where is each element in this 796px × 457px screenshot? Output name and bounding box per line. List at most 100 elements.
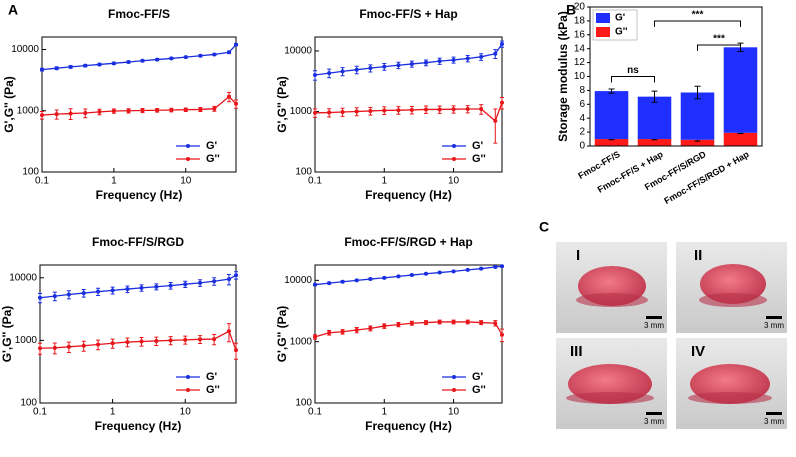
data-point xyxy=(126,60,131,65)
legend-label: G' xyxy=(206,371,218,383)
data-point xyxy=(382,275,387,280)
bar-segment xyxy=(637,96,672,140)
data-point xyxy=(66,292,71,297)
data-point xyxy=(110,288,115,293)
error-bar xyxy=(608,88,615,94)
x-tick-label: 0.1 xyxy=(35,176,49,187)
data-point xyxy=(423,107,428,112)
scale-label: 3 mm xyxy=(764,417,784,426)
data-point xyxy=(140,108,145,113)
data-point xyxy=(40,113,44,118)
data-point xyxy=(52,294,57,299)
data-point xyxy=(423,271,428,276)
y-tick-label: 16 xyxy=(574,29,586,40)
data-point xyxy=(212,337,217,342)
x-tick-label: 0.1 xyxy=(33,407,47,418)
data-point xyxy=(493,51,498,56)
data-point xyxy=(81,291,86,296)
data-point xyxy=(198,53,203,58)
significance-bracket xyxy=(654,20,741,27)
data-point xyxy=(368,277,373,282)
data-point xyxy=(234,101,238,106)
data-point xyxy=(409,107,414,112)
data-point xyxy=(198,280,203,285)
error-bar xyxy=(694,85,701,100)
y-tick-label: 18 xyxy=(574,16,586,27)
data-point xyxy=(327,110,332,115)
panel-label: B xyxy=(566,2,576,18)
data-point xyxy=(368,66,373,71)
data-point xyxy=(313,282,317,287)
data-point xyxy=(327,281,332,286)
y-tick-label: 1000 xyxy=(290,106,313,117)
data-point xyxy=(500,264,504,269)
y-tick-label: 100 xyxy=(295,398,312,409)
data-point xyxy=(38,346,42,351)
data-point xyxy=(226,329,231,334)
data-point xyxy=(423,60,428,65)
data-point xyxy=(168,283,173,288)
photo-label: IV xyxy=(691,343,705,360)
photo-label: III xyxy=(570,343,583,360)
legend-label: G' xyxy=(615,13,625,24)
bar-segment xyxy=(594,91,629,140)
data-point xyxy=(125,340,130,345)
x-tick-label: 10 xyxy=(180,407,192,418)
x-axis-label: Frequency (Hz) xyxy=(365,188,452,202)
data-point xyxy=(212,106,217,111)
data-point xyxy=(227,94,232,99)
data-point xyxy=(437,107,442,112)
data-point xyxy=(396,63,401,68)
data-point xyxy=(125,287,130,292)
x-tick-label: 10 xyxy=(180,176,192,187)
data-point xyxy=(96,289,101,294)
y-tick-label: 0 xyxy=(579,141,585,152)
legend-marker xyxy=(452,157,456,161)
legend-marker xyxy=(186,388,190,392)
data-point xyxy=(382,108,387,113)
x-axis-label: Frequency (Hz) xyxy=(365,419,452,433)
data-point xyxy=(465,106,470,111)
y-tick-label: 100 xyxy=(295,167,312,178)
data-point xyxy=(234,273,238,278)
data-point xyxy=(368,326,373,331)
data-point xyxy=(354,67,359,72)
chart-title: Fmoc-FF/S xyxy=(108,7,170,21)
y-axis-label: G',G'' (Pa) xyxy=(2,76,16,133)
data-point xyxy=(183,337,188,342)
x-tick-label: 1 xyxy=(111,176,117,187)
data-point xyxy=(139,285,144,290)
legend-label: G'' xyxy=(206,153,220,165)
data-point xyxy=(154,338,159,343)
legend-label: G'' xyxy=(472,384,486,396)
data-point xyxy=(340,279,345,284)
data-point xyxy=(465,267,470,272)
data-point xyxy=(382,324,387,329)
data-point xyxy=(110,341,115,346)
data-point xyxy=(354,328,359,333)
data-point xyxy=(409,61,414,66)
bar-segment xyxy=(680,92,715,140)
data-point xyxy=(437,270,442,275)
y-axis-label: G',G'' (Pa) xyxy=(275,76,289,133)
photo-label: II xyxy=(694,247,702,264)
data-point xyxy=(340,69,345,74)
bar-segment xyxy=(723,47,758,133)
y-tick-label: 10000 xyxy=(284,46,312,57)
data-point xyxy=(168,338,173,343)
data-point xyxy=(38,295,42,300)
data-point xyxy=(234,348,238,353)
data-point xyxy=(500,42,504,47)
data-point xyxy=(140,58,145,63)
data-point xyxy=(54,112,59,117)
x-tick-label: 10 xyxy=(448,176,460,187)
photo xyxy=(556,242,667,333)
data-point xyxy=(479,106,484,111)
chart-title: Fmoc-FF/S/RGD + Hap xyxy=(344,235,472,249)
x-tick-label: 10 xyxy=(448,407,460,418)
data-point xyxy=(97,62,102,67)
significance-label: *** xyxy=(692,10,704,21)
data-point xyxy=(451,57,456,62)
data-point xyxy=(396,108,401,113)
chart-title: Fmoc-FF/S/RGD xyxy=(92,235,184,249)
